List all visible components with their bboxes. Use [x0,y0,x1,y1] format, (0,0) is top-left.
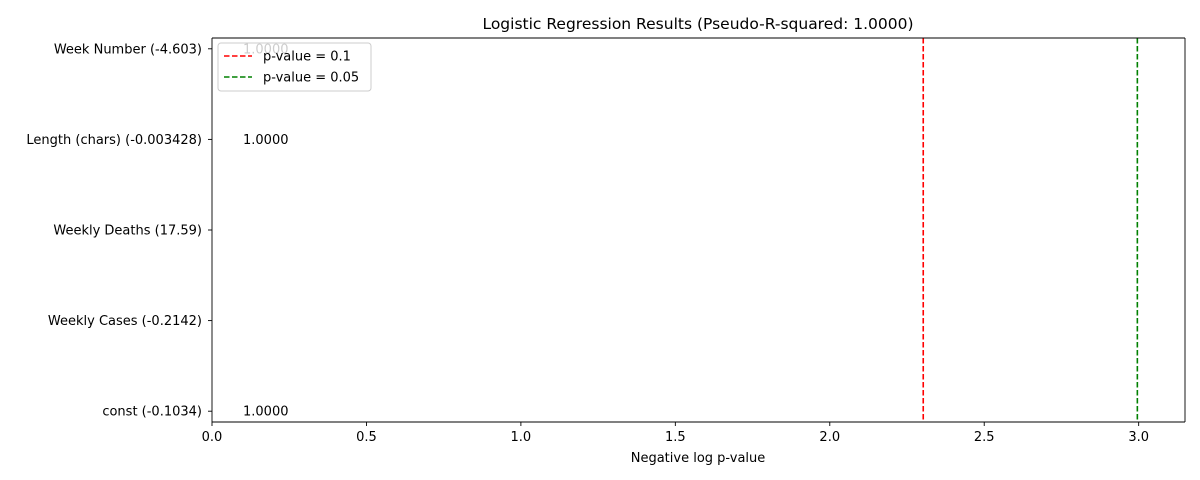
y-tick-label-2: Weekly Deaths (17.59) [53,224,202,239]
legend-label-0: p-value = 0.1 [263,50,351,65]
x-tick-label-4: 2.0 [819,430,840,445]
x-tick-label-0: 0.0 [202,430,223,445]
legend-box [217,42,372,92]
legend-label-1: p-value = 0.05 [263,71,359,86]
x-tick-label-2: 1.0 [511,430,532,445]
y-tick-label-4: Week Number (-4.603) [54,42,202,57]
x-axis-label: Negative log p-value [631,451,766,466]
x-tick-label-5: 2.5 [974,430,995,445]
x-tick-label-6: 3.0 [1128,430,1149,445]
y-tick-label-0: const (-0.1034) [102,405,202,420]
legend: p-value = 0.1 p-value = 0.05 [217,42,372,92]
y-tick-label-3: Length (chars) (-0.003428) [26,133,202,148]
chart-title: Logistic Regression Results (Pseudo-R-sq… [482,15,913,33]
data-label-3: 1.0000 [243,133,289,148]
x-tick-label-3: 1.5 [665,430,686,445]
data-label-0: 1.0000 [243,405,289,420]
x-tick-label-1: 0.5 [356,430,377,445]
y-tick-label-1: Weekly Cases (-0.2142) [48,314,202,329]
